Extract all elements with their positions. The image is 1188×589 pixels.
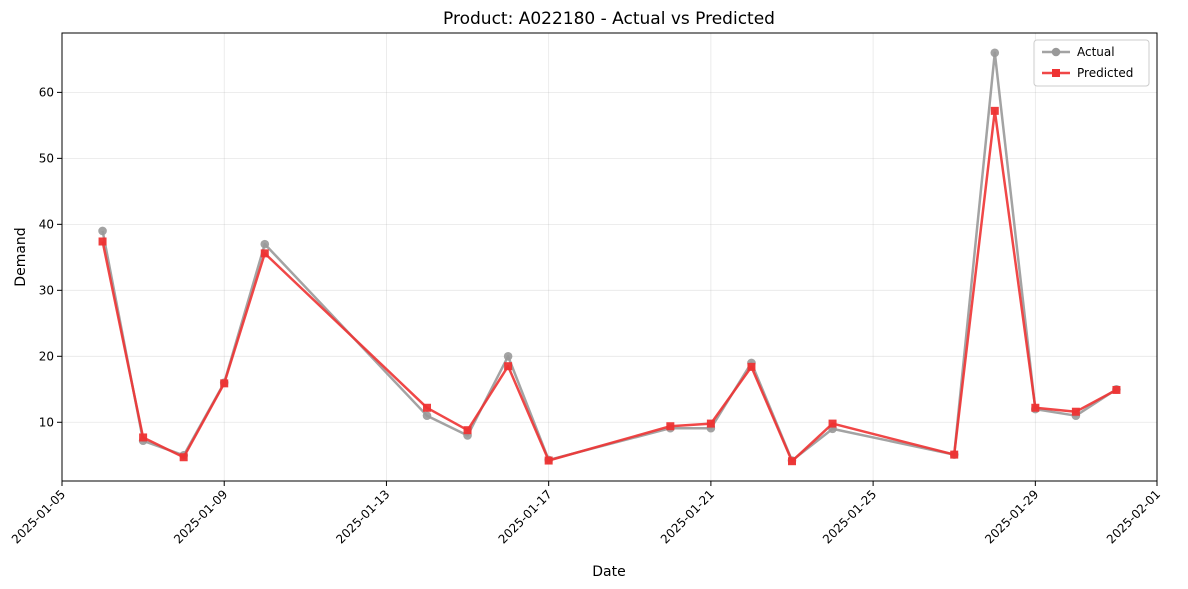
legend-predicted-marker: [1052, 69, 1060, 77]
y-tick-label: 50: [39, 151, 54, 165]
plot-frame: [61, 32, 1158, 482]
predicted-point: [423, 403, 431, 412]
predicted-point: [463, 426, 472, 435]
predicted-point: [179, 453, 188, 462]
predicted-point: [504, 362, 513, 371]
predicted-point: [666, 422, 675, 431]
actual-point: [422, 411, 432, 420]
predicted-point: [706, 419, 715, 428]
predicted-point: [990, 106, 999, 115]
actual-point: [990, 48, 1000, 58]
y-tick-label: 60: [39, 85, 54, 99]
legend-actual-label: Actual: [1077, 45, 1115, 59]
chart-title: Product: A022180 - Actual vs Predicted: [443, 9, 775, 29]
x-axis-title: Date: [592, 564, 625, 580]
predicted-point: [1112, 385, 1121, 394]
y-tick-label: 20: [39, 349, 54, 363]
y-axis: 10 20 30 40 50 60: [39, 85, 62, 429]
series-layer: [98, 48, 1121, 466]
actual-point: [503, 351, 513, 361]
predicted-point: [747, 362, 756, 371]
predicted-point: [98, 237, 107, 246]
predicted-point: [260, 249, 269, 258]
predicted-point: [828, 419, 837, 428]
legend-predicted-label: Predicted: [1077, 66, 1133, 80]
predicted-point: [950, 450, 959, 459]
y-tick-label: 10: [39, 415, 54, 429]
legend-actual-marker: [1051, 47, 1061, 57]
actual-point: [260, 239, 270, 249]
actual-point: [98, 226, 107, 236]
predicted-series: [98, 106, 1121, 466]
y-tick-label: 30: [39, 283, 54, 297]
predicted-point: [220, 379, 229, 388]
predicted-point: [788, 457, 796, 466]
predicted-point: [139, 433, 148, 442]
predicted-point: [544, 456, 553, 465]
y-tick-label: 40: [39, 217, 54, 231]
y-axis-title: Demand: [13, 227, 29, 286]
predicted-point: [1071, 407, 1080, 416]
legend: Actual Predicted: [1033, 39, 1150, 87]
grid: [61, 33, 1158, 481]
predicted-point: [1031, 403, 1040, 412]
